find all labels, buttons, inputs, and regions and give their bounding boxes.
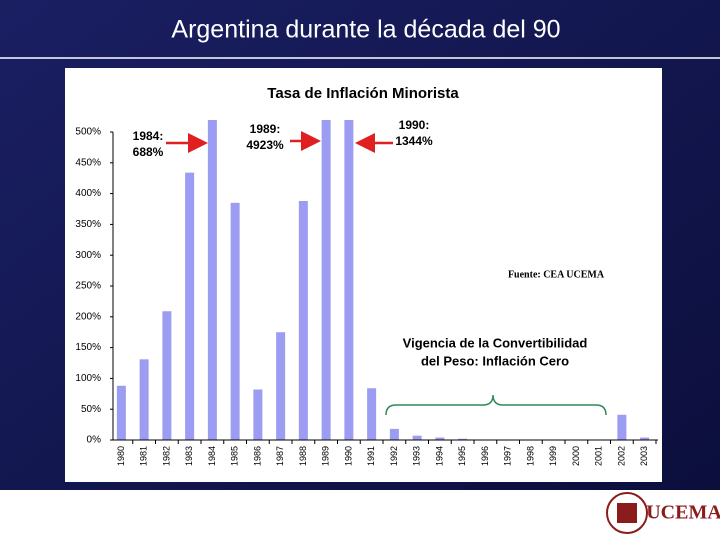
y-tick-label: 100% <box>75 373 101 384</box>
bar <box>185 173 194 440</box>
x-tick-label: 2001 <box>594 446 604 466</box>
slide-title: Argentina durante la década del 90 <box>171 16 560 44</box>
annotation: 1989: <box>250 122 281 136</box>
x-tick-label: 1996 <box>480 446 490 466</box>
note: Vigencia de la Convertibilidad <box>403 335 588 350</box>
bar <box>231 203 240 440</box>
x-tick-label: 1993 <box>412 446 422 466</box>
bar <box>299 201 308 440</box>
bar <box>390 429 399 440</box>
x-tick-label: 1988 <box>298 446 308 466</box>
bar <box>117 386 126 440</box>
x-tick-label: 1980 <box>116 446 126 466</box>
x-tick-label: 1990 <box>343 446 353 466</box>
bar <box>276 332 285 440</box>
x-tick-label: 1994 <box>434 446 444 466</box>
y-tick-label: 400% <box>75 188 101 199</box>
annotation: 1344% <box>395 134 433 148</box>
source: Fuente: CEA UCEMA <box>508 269 605 280</box>
x-tick-label: 1992 <box>389 446 399 466</box>
y-tick-label: 50% <box>81 404 101 415</box>
annotation: 688% <box>133 145 164 159</box>
x-tick-label: 1999 <box>548 446 558 466</box>
annotation: 1990: <box>399 118 430 132</box>
x-tick-label: 2002 <box>616 446 626 466</box>
y-tick-label: 200% <box>75 311 101 322</box>
y-tick-label: 0% <box>87 435 102 446</box>
bar <box>617 415 626 440</box>
x-tick-label: 1986 <box>252 446 262 466</box>
bar <box>413 436 422 440</box>
bar <box>162 311 171 440</box>
annotation: 4923% <box>246 138 284 152</box>
chart-title: Tasa de Inflación Minorista <box>267 85 459 102</box>
x-tick-label: 2003 <box>639 446 649 466</box>
x-tick-label: 1983 <box>184 446 194 466</box>
x-tick-label: 1989 <box>321 446 331 466</box>
x-tick-label: 1995 <box>457 446 467 466</box>
logo-text: UCEMA <box>646 502 720 524</box>
x-tick-label: 2000 <box>571 446 581 466</box>
note: del Peso: Inflación Cero <box>421 353 569 368</box>
y-tick-label: 250% <box>75 281 101 292</box>
x-tick-label: 1984 <box>207 446 217 466</box>
x-tick-label: 1985 <box>230 446 240 466</box>
x-tick-label: 1981 <box>139 446 149 466</box>
x-tick-label: 1997 <box>503 446 513 466</box>
y-tick-label: 150% <box>75 342 101 353</box>
x-tick-label: 1987 <box>275 446 285 466</box>
x-tick-label: 1998 <box>525 446 535 466</box>
y-tick-label: 450% <box>75 157 101 168</box>
x-tick-label: 1991 <box>366 446 376 466</box>
x-tick-label: 1982 <box>161 446 171 466</box>
bar <box>140 359 149 440</box>
logo-seal-core <box>617 503 637 523</box>
bar <box>367 388 376 440</box>
annotation: 1984: <box>133 129 164 143</box>
y-tick-label: 300% <box>75 250 101 261</box>
y-tick-label: 500% <box>75 127 101 138</box>
bar <box>253 389 262 440</box>
y-tick-label: 350% <box>75 219 101 230</box>
